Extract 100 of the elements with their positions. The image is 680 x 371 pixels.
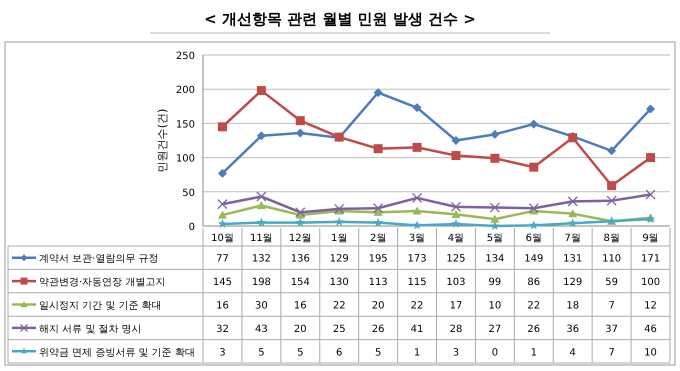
data-label: 43 (255, 324, 268, 335)
data-label: 22 (410, 300, 424, 312)
data-label: 22 (332, 300, 346, 312)
point (529, 120, 538, 129)
data-label: 5 (374, 347, 382, 358)
xtick: 12월 (288, 233, 312, 244)
data-label: 32 (216, 324, 229, 335)
point (334, 204, 344, 214)
point (412, 220, 422, 230)
data-label: 3 (219, 347, 226, 358)
point (490, 214, 500, 223)
point (529, 220, 538, 230)
point (568, 209, 578, 218)
point (646, 153, 656, 162)
data-label: 0 (492, 347, 498, 358)
data-label: 17 (450, 300, 462, 312)
point (296, 218, 305, 227)
data-label: 37 (605, 324, 618, 335)
xtick: 8월 (603, 233, 620, 244)
point (529, 162, 538, 172)
point (373, 218, 383, 227)
xtick: 2월 (370, 233, 386, 244)
point (334, 216, 344, 226)
xtick: 7월 (564, 233, 581, 244)
data-label: 30 (255, 300, 268, 312)
data-label: 130 (330, 277, 349, 288)
point (490, 154, 500, 163)
data-label: 115 (408, 277, 427, 288)
point (218, 168, 227, 178)
data-label: 7 (608, 300, 615, 312)
data-label: 113 (368, 277, 388, 288)
xtick: 6월 (526, 233, 542, 244)
data-label: 18 (566, 300, 580, 312)
data-label: 4 (570, 347, 576, 358)
data-label: 28 (450, 324, 462, 335)
data-label: 59 (605, 277, 618, 288)
xtick: 1월 (331, 233, 348, 244)
point (218, 219, 228, 228)
data-label: 134 (485, 254, 504, 265)
point (490, 130, 500, 139)
data-label: 1 (530, 347, 537, 358)
point (412, 192, 422, 204)
point (451, 219, 461, 228)
xtick: 10월 (211, 233, 234, 244)
data-label: 173 (408, 254, 427, 265)
point (450, 202, 462, 212)
point (606, 196, 617, 206)
data-label: 129 (563, 277, 582, 288)
data-label: 6 (336, 347, 342, 358)
point (490, 221, 500, 230)
xtick: 4월 (448, 233, 464, 244)
point (412, 142, 422, 152)
point (528, 203, 539, 214)
legend-label: 약관변경·자동연장 개별고지 (39, 277, 166, 288)
data-label: 26 (527, 324, 540, 335)
data-label: 103 (446, 277, 466, 288)
data-label: 149 (524, 254, 544, 265)
title: < 개선항목 관련 월별 민원 발생 건수 > (204, 10, 476, 28)
data-label: 195 (368, 254, 388, 265)
legend-label: 해지 서류 및 절차 명시 (39, 324, 142, 335)
point (646, 104, 656, 114)
point (451, 210, 460, 218)
data-label: 16 (294, 300, 307, 312)
data-label: 20 (294, 324, 307, 335)
ytick: 250 (176, 51, 195, 62)
point (451, 151, 460, 160)
data-label: 26 (372, 324, 384, 335)
point (607, 181, 616, 190)
legend-label: 일시정지 기간 및 기준 확대 (39, 300, 162, 312)
data-label: 132 (252, 254, 271, 265)
xtick: 5월 (486, 233, 504, 244)
xtick: 9월 (642, 233, 659, 244)
point (256, 86, 266, 96)
data-label: 1 (414, 347, 420, 358)
ytick: 100 (176, 154, 195, 165)
point (256, 131, 266, 140)
legend-label: 위약금 면제 증빙서류 및 기준 확대 (39, 347, 195, 358)
point (218, 210, 227, 219)
ytick: 50 (182, 188, 195, 199)
data-label: 154 (290, 277, 310, 288)
point (256, 191, 267, 202)
ytick: 200 (176, 85, 195, 96)
data-label: 10 (644, 347, 657, 358)
data-label: 7 (608, 347, 615, 358)
xtick: 11월 (250, 233, 273, 244)
data-label: 3 (452, 347, 460, 358)
data-label: 100 (641, 277, 660, 288)
ylabel: 민원건수(건) (156, 108, 169, 172)
point (568, 196, 578, 207)
point (256, 218, 266, 227)
legend-label: 계약서 보관·열람의무 규정 (39, 254, 159, 265)
data-label: 16 (216, 300, 229, 312)
ytick: 150 (176, 119, 195, 130)
point (218, 122, 227, 132)
xtick: 3월 (408, 233, 426, 244)
point (372, 203, 384, 214)
data-label: 136 (290, 254, 310, 265)
data-label: 5 (258, 347, 265, 358)
data-label: 5 (297, 347, 304, 358)
data-label: 36 (566, 324, 580, 335)
